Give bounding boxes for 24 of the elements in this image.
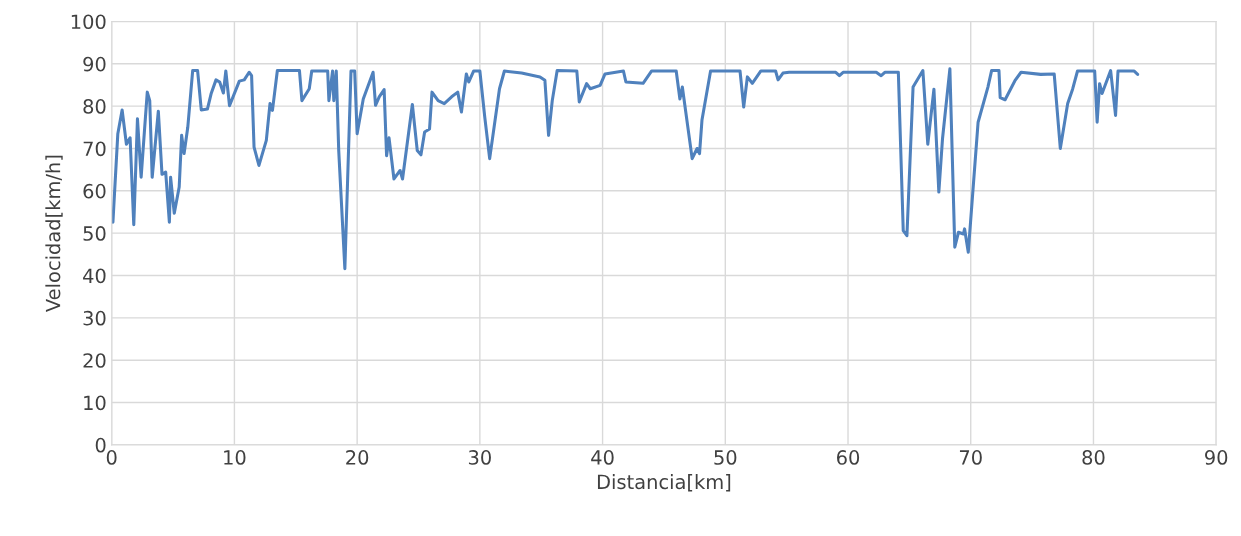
y-tick-label: 10 [84,395,106,411]
x-tick-label: 90 [1205,450,1228,465]
x-tick-label: 10 [224,450,246,465]
y-tick-label: 90 [83,56,106,72]
y-tick-label: 20 [83,353,106,368]
x-tick-label: 50 [714,450,737,465]
y-tick-label: 60 [83,183,106,199]
y-tick-label: 50 [83,226,106,241]
y-tick-label: 0 [95,437,106,453]
x-tick-label: 0 [106,450,117,465]
x-tick-label: 30 [468,450,491,465]
y-tick-label: 70 [83,141,106,157]
x-axis-title: Distancia[km] [597,474,731,492]
y-tick-label: 30 [83,310,106,326]
y-tick-label: 40 [83,268,106,284]
x-tick-label: 40 [591,450,614,465]
x-tick-label: 60 [837,450,860,465]
x-tick-label: 80 [1082,450,1105,465]
y-tick-label: 80 [83,99,106,114]
y-tick-label: 100 [71,14,106,30]
y-axis-title: Velocidad[km/h] [45,155,63,313]
x-tick-label: 20 [346,450,369,465]
line-series [111,67,1140,271]
x-tick-label: 70 [959,450,982,465]
